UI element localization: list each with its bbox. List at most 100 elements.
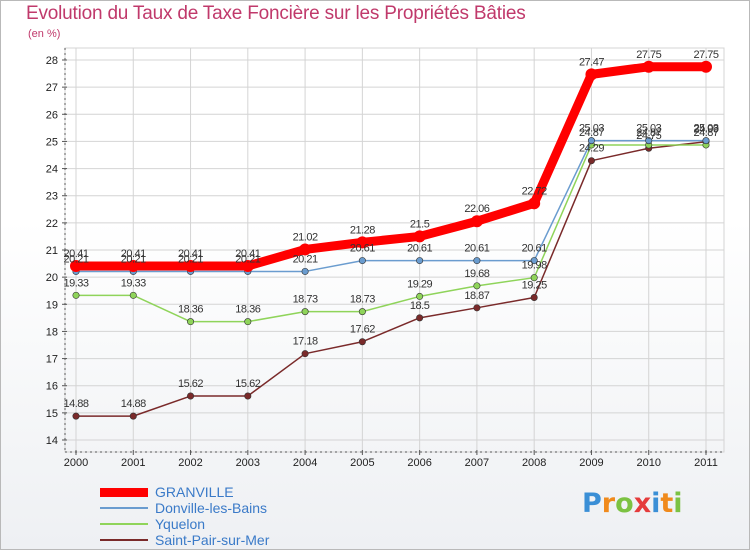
y-tick-label: 20 xyxy=(46,272,58,284)
data-point xyxy=(587,157,595,165)
data-point xyxy=(473,282,481,290)
legend-item: GRANVILLE xyxy=(100,484,360,500)
data-labels: 20.41 20.41 20.41 20.41 21.02 21.28 21.5 22.06 2… xyxy=(63,49,719,410)
data-point xyxy=(530,293,538,301)
legend-item: Donville-les-Bains xyxy=(100,500,360,516)
y-tick-label: 15 xyxy=(46,408,58,420)
x-tick-label: 2004 xyxy=(293,457,317,469)
legend-swatch xyxy=(100,523,148,525)
chart-title: Evolution du Taux de Taxe Foncière sur l… xyxy=(26,3,526,24)
x-tick-label: 2008 xyxy=(522,457,546,469)
data-label: 19.98 xyxy=(522,260,547,272)
data-point xyxy=(645,137,653,145)
y-tick-label: 24 xyxy=(46,164,58,176)
data-label: 20.41 xyxy=(63,248,88,260)
data-point xyxy=(187,392,195,400)
y-tick-label: 17 xyxy=(46,354,58,366)
data-label: 14.88 xyxy=(121,398,146,410)
data-point xyxy=(129,291,137,299)
data-label: 19.33 xyxy=(121,277,146,289)
data-label: 24.29 xyxy=(579,143,604,155)
chart-unit-label: (en %) xyxy=(28,28,61,40)
data-label: 21.5 xyxy=(410,218,430,230)
chart-legend: GRANVILLE Donville-les-Bains Yquelon Saint-… xyxy=(100,484,360,548)
data-point xyxy=(301,308,309,316)
data-label: 25.03 xyxy=(636,123,661,135)
data-label: 25.03 xyxy=(693,123,718,135)
data-point xyxy=(470,215,483,228)
data-label: 20.21 xyxy=(293,253,318,265)
data-label: 19.33 xyxy=(63,277,88,289)
data-point xyxy=(244,318,252,326)
data-point xyxy=(72,412,80,420)
data-point xyxy=(129,412,137,420)
legend-item: Yquelon xyxy=(100,516,360,532)
data-point xyxy=(184,260,197,273)
logo-letter: i xyxy=(651,488,661,519)
legend-label: GRANVILLE xyxy=(155,484,234,500)
data-point xyxy=(473,304,481,312)
data-label: 19.29 xyxy=(407,278,432,290)
data-point xyxy=(241,260,254,273)
data-label: 24.87 xyxy=(636,127,661,139)
y-tick-label: 28 xyxy=(46,55,58,67)
series-line xyxy=(75,139,707,273)
data-point xyxy=(70,260,82,273)
x-tick-label: 2003 xyxy=(236,457,260,469)
grid-lines: 14 15 16 17 18 19 20 21 22 23 24 25 26 27 28 2000 2001 20… xyxy=(46,47,725,469)
x-tick-label: 2009 xyxy=(579,457,603,469)
data-point xyxy=(642,60,655,73)
y-tick-label: 21 xyxy=(46,245,58,257)
data-label: 19.25 xyxy=(522,280,547,292)
data-label: 22.06 xyxy=(464,203,489,215)
data-point xyxy=(702,137,710,145)
data-label: 27.75 xyxy=(693,49,718,61)
x-tick-label: 2002 xyxy=(178,457,202,469)
data-label: 20.21 xyxy=(235,253,260,265)
data-point xyxy=(530,257,538,265)
data-label: 20.41 xyxy=(178,248,203,260)
logo-letter: x xyxy=(633,488,652,519)
data-label: 20.61 xyxy=(464,243,489,255)
logo-letter: t xyxy=(660,488,674,519)
logo-letter: P xyxy=(582,488,602,519)
data-point xyxy=(358,338,366,346)
data-point xyxy=(530,274,538,282)
data-point xyxy=(413,230,426,243)
data-label: 24.99 xyxy=(693,124,718,136)
data-label: 24.87 xyxy=(693,127,718,139)
data-point xyxy=(416,314,424,322)
data-label: 18.87 xyxy=(464,290,489,302)
data-point xyxy=(416,292,424,300)
proxiti-logo: Proxiti xyxy=(582,488,683,519)
data-label: 18.73 xyxy=(293,294,318,306)
data-point xyxy=(356,236,369,249)
data-label: 21.02 xyxy=(293,231,318,243)
data-point xyxy=(127,260,140,273)
data-label: 15.62 xyxy=(235,378,260,390)
y-tick-label: 25 xyxy=(46,136,58,148)
data-label: 15.62 xyxy=(178,378,203,390)
data-label: 20.21 xyxy=(178,253,203,265)
y-tick-label: 19 xyxy=(46,299,58,311)
legend-swatch xyxy=(100,488,148,497)
y-tick-label: 23 xyxy=(46,191,58,203)
series-yquelon xyxy=(72,141,710,326)
data-point xyxy=(72,291,80,299)
y-tick-label: 26 xyxy=(46,109,58,121)
data-point xyxy=(301,267,309,275)
data-point xyxy=(299,243,312,256)
x-tick-label: 2011 xyxy=(694,457,718,469)
series-line xyxy=(75,144,707,323)
data-label: 17.62 xyxy=(350,324,375,336)
data-point xyxy=(187,318,195,326)
x-tick-label: 2001 xyxy=(121,457,145,469)
series-donville-les-bains xyxy=(72,137,710,275)
data-label: 20.21 xyxy=(121,253,146,265)
logo-letter: i xyxy=(673,488,683,519)
line-chart: 14 15 16 17 18 19 20 21 22 23 24 25 26 27 28 2000 2001 20… xyxy=(46,47,725,469)
data-point xyxy=(473,257,481,265)
data-point xyxy=(585,68,598,81)
data-point xyxy=(244,392,252,400)
